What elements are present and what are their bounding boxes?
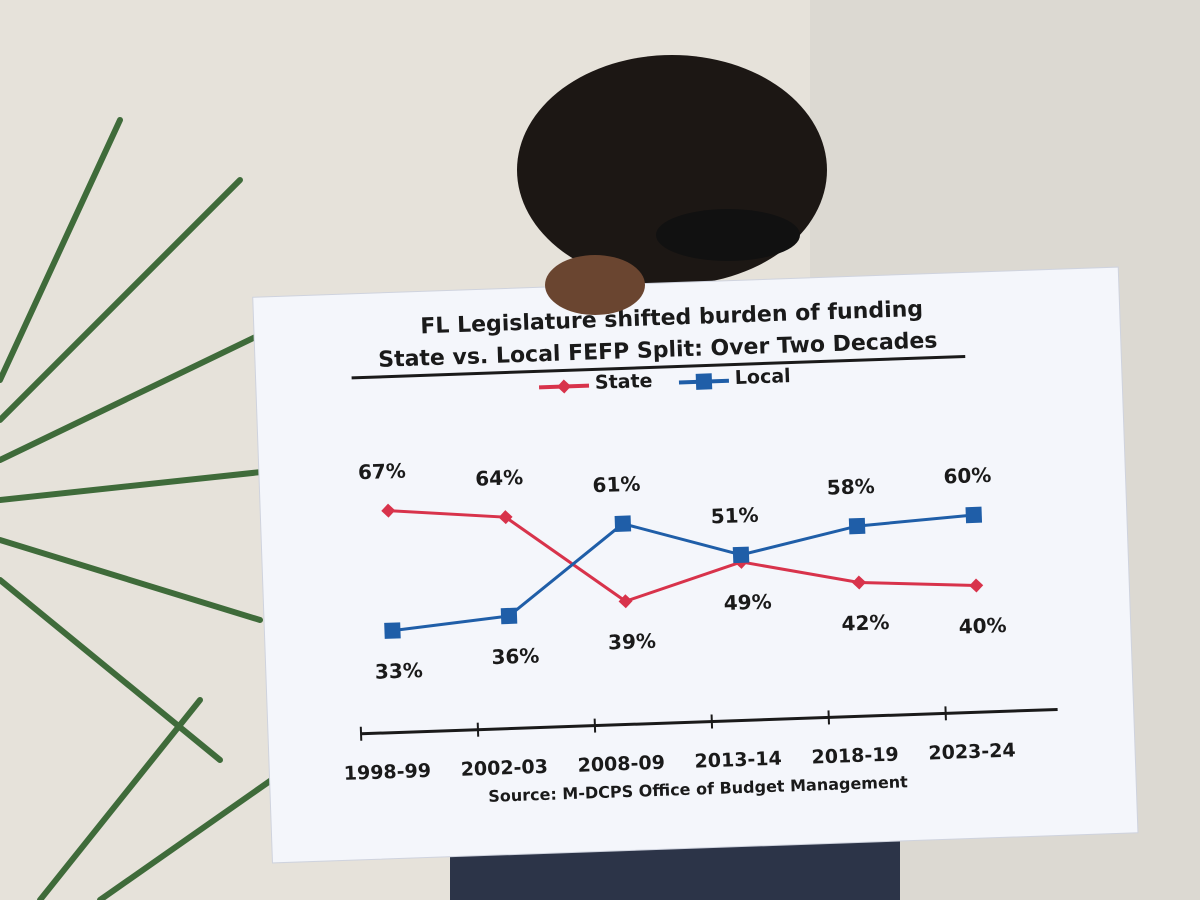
data-point: [384, 622, 401, 639]
data-point: [498, 510, 513, 525]
legend-marker: [695, 373, 713, 390]
x-tick-label: 2002-03: [460, 756, 548, 781]
data-point: [500, 607, 518, 625]
legend-label: State: [595, 370, 653, 394]
data-point: [848, 517, 866, 535]
value-label: 49%: [723, 589, 772, 615]
value-label: 60%: [943, 463, 992, 489]
value-label: 61%: [592, 472, 641, 498]
subtitle-underline: [351, 354, 966, 380]
x-tick-label: 2023-24: [928, 739, 1016, 764]
data-point: [969, 578, 984, 593]
legend-label: Local: [734, 365, 790, 389]
sunglasses: [656, 209, 800, 261]
value-label: 39%: [608, 629, 657, 655]
value-label: 40%: [958, 613, 1007, 639]
x-tick-label: 2008-09: [577, 752, 665, 777]
value-label: 58%: [826, 474, 875, 500]
poster: FL Legislature shifted burden of funding…: [252, 266, 1139, 864]
x-tick-label: 2013-14: [694, 748, 782, 773]
series-line: [392, 513, 974, 633]
value-label: 33%: [375, 658, 424, 684]
hand: [545, 255, 645, 315]
palm-leaves: [0, 117, 303, 900]
data-point: [732, 546, 750, 564]
data-point: [965, 506, 983, 524]
value-label: 51%: [710, 503, 759, 529]
data-point: [852, 575, 867, 590]
x-tick-label: 1998-99: [343, 760, 431, 785]
value-label: 42%: [841, 610, 890, 636]
value-label: 36%: [491, 643, 540, 669]
data-point: [614, 515, 632, 532]
series-line: [388, 509, 977, 603]
data-point: [381, 503, 396, 518]
value-label: 64%: [475, 465, 524, 491]
legend-marker: [557, 379, 572, 394]
x-tick-label: 2018-19: [811, 744, 899, 769]
value-label: 67%: [358, 459, 407, 485]
data-point: [618, 594, 633, 609]
